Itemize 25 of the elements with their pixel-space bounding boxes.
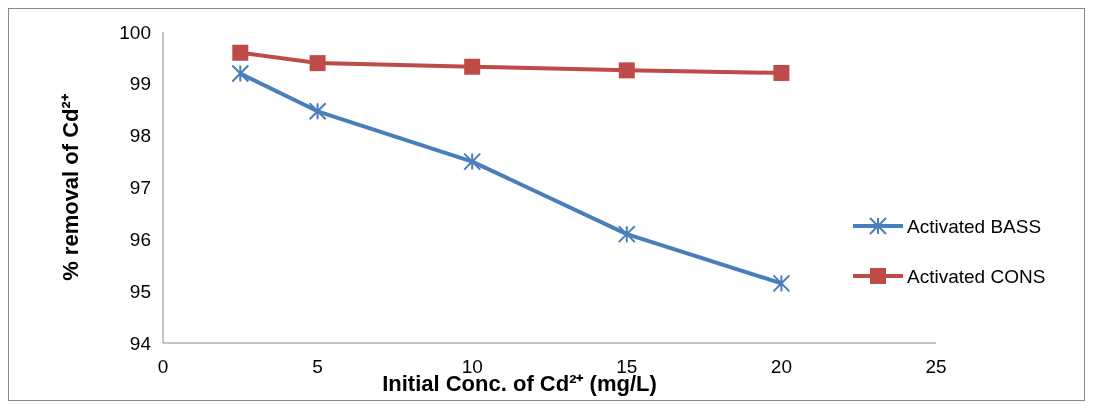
y-tick-label: 100 xyxy=(119,21,151,43)
x-tick-label: 5 xyxy=(312,356,323,377)
y-axis-title: % removal of Cd²⁺ xyxy=(58,93,83,281)
point xyxy=(772,274,791,293)
y-tick-label: 94 xyxy=(129,332,152,354)
y-tick-label: 97 xyxy=(129,177,151,199)
point xyxy=(617,225,636,244)
x-tick-label: 10 xyxy=(461,356,483,377)
point xyxy=(464,58,481,75)
x-tick-label: 20 xyxy=(770,356,792,377)
point xyxy=(232,44,249,61)
x-tick-label: 0 xyxy=(157,356,169,377)
y-tick-label: 95 xyxy=(129,280,151,302)
point xyxy=(773,64,790,81)
y-tick-label: 98 xyxy=(129,125,151,147)
legend-label: Activated BASS xyxy=(907,215,1042,237)
x-tick-label: 25 xyxy=(925,356,947,377)
y-tick-label: 96 xyxy=(129,228,151,250)
point xyxy=(618,62,635,79)
y-tick-label: 99 xyxy=(129,73,151,95)
point xyxy=(308,102,327,121)
point xyxy=(309,55,326,72)
point xyxy=(231,64,250,83)
legend-label: Activated CONS xyxy=(907,265,1046,287)
point xyxy=(463,152,482,171)
